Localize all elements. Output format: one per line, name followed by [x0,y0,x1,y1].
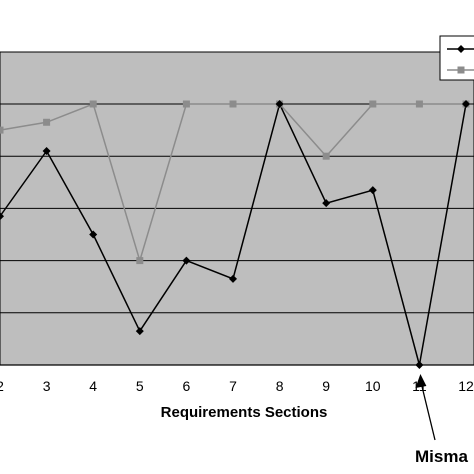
data-point-series1-x7 [229,274,237,283]
data-point-series2-x2 [0,126,4,134]
data-point-series1-x6 [182,256,191,265]
x-tick-label: 3 [43,378,51,394]
data-point-series1-x8 [275,100,284,108]
legend [439,35,474,81]
annotation-arrow-line [420,383,436,441]
data-point-series2-x6 [182,100,190,108]
data-point-series2-x10 [369,100,377,108]
data-point-series2-x11 [415,100,423,108]
x-tick-label: 2 [0,378,4,394]
data-point-series1-x3 [42,146,51,155]
x-tick-label: 10 [365,378,381,394]
data-point-series2-x7 [229,100,237,108]
x-tick-label: 6 [183,378,191,394]
legend-box [439,35,474,81]
x-tick-label: 4 [89,378,97,394]
data-point-series2-x5 [136,257,144,265]
data-point-series1-x2 [0,212,4,221]
data-point-series1-x9 [322,199,331,208]
annotation: Misma [415,374,468,466]
annotation-text: Misma [415,447,468,466]
data-point-series2-x4 [89,100,97,108]
data-point-series2-x3 [43,118,51,126]
legend-marker-series-2 [457,66,465,74]
data-point-series2-x9 [322,152,330,160]
x-axis-title: Requirements Sections [161,404,328,421]
x-tick-label: 7 [229,378,237,394]
series-markers [0,100,470,369]
x-tick-label: 9 [322,378,330,394]
data-point-series1-x4 [89,230,98,239]
annotation-arrowhead [415,374,427,388]
data-point-series1-x10 [368,186,377,195]
legend-marker-series-1 [457,45,465,53]
x-tick-label: 12 [458,378,474,394]
x-tick-label: 5 [136,378,144,394]
x-tick-labels: 23456789101112 [0,378,474,394]
data-point-series1-x5 [135,327,144,336]
data-point-series1-x11 [415,361,424,369]
data-point-series1-x12 [462,100,470,108]
x-tick-label: 8 [276,378,284,394]
